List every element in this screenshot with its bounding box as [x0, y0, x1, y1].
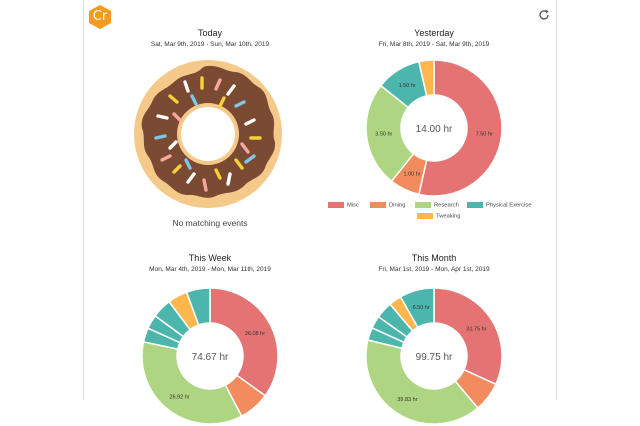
donut-hole	[181, 107, 235, 161]
legend-item-tweaking[interactable]: Tweaking	[417, 213, 461, 220]
week-total-label: 74.67 hr	[192, 352, 229, 363]
legend-label-misc: Misc	[347, 202, 359, 209]
month-slice-misc[interactable]	[433, 287, 503, 386]
today-title: Today	[197, 28, 223, 38]
month-data-label: 31.75 hr	[466, 327, 486, 333]
legend-label-dining: Dining	[389, 202, 406, 209]
legend-swatch-physical-exercise	[467, 202, 483, 208]
legend-item-physical-exercise[interactable]: Physical Exercise	[467, 202, 531, 209]
legend-label-research: Research	[434, 202, 459, 209]
legend-item-misc[interactable]: Misc	[328, 202, 359, 209]
week-donut-chart: 26.08 hr 26.92 hr 74.67 hr	[141, 287, 279, 425]
month-total-label: 99.75 hr	[416, 352, 453, 363]
legend-swatch-dining	[370, 202, 386, 208]
today-range: Sat, Mar 9th, 2019 - Sun, Mar 10th, 2019	[150, 41, 270, 48]
logo-hexagon-icon	[89, 5, 111, 29]
month-title: This Month	[411, 253, 457, 263]
legend-swatch-misc	[328, 202, 344, 208]
month-data-label: 6.50 hr	[413, 305, 430, 311]
no-events-message: No matching events	[172, 218, 248, 228]
yesterday-slice-misc[interactable]	[417, 59, 503, 197]
week-slice-misc[interactable]	[209, 287, 279, 397]
yesterday-data-label: 3.50 hr	[375, 132, 392, 138]
week-range: Mon, Mar 4th, 2019 - Mon, Mar 11th, 2019	[149, 266, 271, 273]
logo-text: Cr	[92, 9, 108, 24]
week-title: This Week	[188, 253, 232, 263]
yesterday-data-label: 1.00 hr	[404, 171, 421, 177]
left-border	[83, 0, 84, 400]
week-data-label: 26.92 hr	[169, 394, 189, 400]
week-data-label: 26.08 hr	[245, 331, 265, 337]
month-range: Fri, Mar 1st, 2019 - Mon, Apr 1st, 2019	[378, 266, 490, 273]
yesterday-data-label: 7.50 hr	[476, 132, 493, 138]
yesterday-donut-chart: 7.50 hr 1.00 hr 3.50 hr 1.50 hr 14.00 hr	[365, 59, 503, 197]
legend-swatch-research	[415, 202, 431, 208]
yesterday-title: Yesterday	[414, 28, 454, 38]
yesterday-slice-tweaking[interactable]	[417, 59, 435, 97]
yesterday-range: Fri, Mar 8th, 2019 - Sat, Mar 9th, 2019	[378, 41, 490, 48]
week-slice-physical-exercise[interactable]	[185, 287, 211, 326]
month-slice-physical-exercise[interactable]	[399, 287, 435, 329]
refresh-icon	[539, 9, 549, 20]
legend-label-physical-exercise: Physical Exercise	[486, 202, 532, 209]
refresh-button[interactable]	[537, 8, 551, 22]
legend-item-dining[interactable]: Dining	[370, 202, 405, 209]
donut-sprinkles	[154, 76, 262, 192]
right-border	[556, 0, 557, 400]
donut-illustration	[134, 60, 282, 208]
yesterday-total-label: 14.00 hr	[416, 124, 453, 135]
app-logo: Cr	[87, 4, 113, 30]
legend-item-research[interactable]: Research	[415, 202, 459, 209]
legend-label-tweaking: Tweaking	[436, 213, 461, 220]
legend-swatch-tweaking	[417, 213, 433, 219]
yesterday-slice-research[interactable]	[365, 84, 415, 183]
yesterday-data-label: 1.50 hr	[399, 83, 416, 89]
